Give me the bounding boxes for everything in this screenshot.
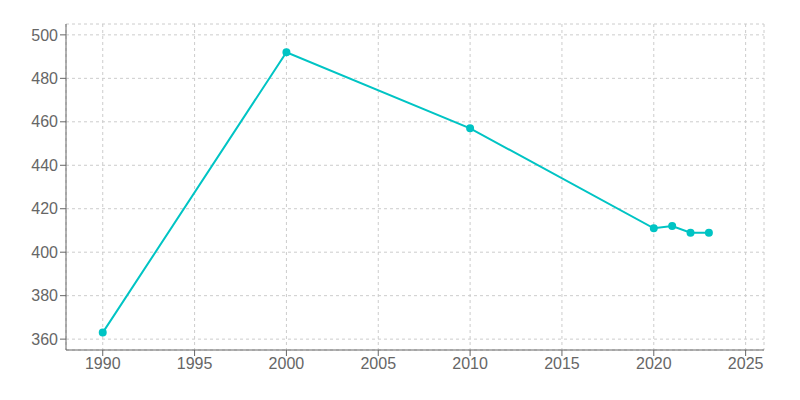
svg-text:2000: 2000 [269, 355, 305, 372]
svg-text:2010: 2010 [452, 355, 488, 372]
svg-text:2025: 2025 [728, 355, 764, 372]
svg-text:2005: 2005 [360, 355, 396, 372]
svg-text:2020: 2020 [636, 355, 672, 372]
svg-text:380: 380 [31, 287, 58, 304]
svg-text:1990: 1990 [85, 355, 121, 372]
svg-text:480: 480 [31, 70, 58, 87]
svg-text:360: 360 [31, 331, 58, 348]
svg-text:2015: 2015 [544, 355, 580, 372]
svg-text:420: 420 [31, 200, 58, 217]
svg-text:500: 500 [31, 27, 58, 44]
svg-text:400: 400 [31, 244, 58, 261]
svg-text:440: 440 [31, 157, 58, 174]
svg-text:1995: 1995 [177, 355, 213, 372]
svg-text:460: 460 [31, 113, 58, 130]
